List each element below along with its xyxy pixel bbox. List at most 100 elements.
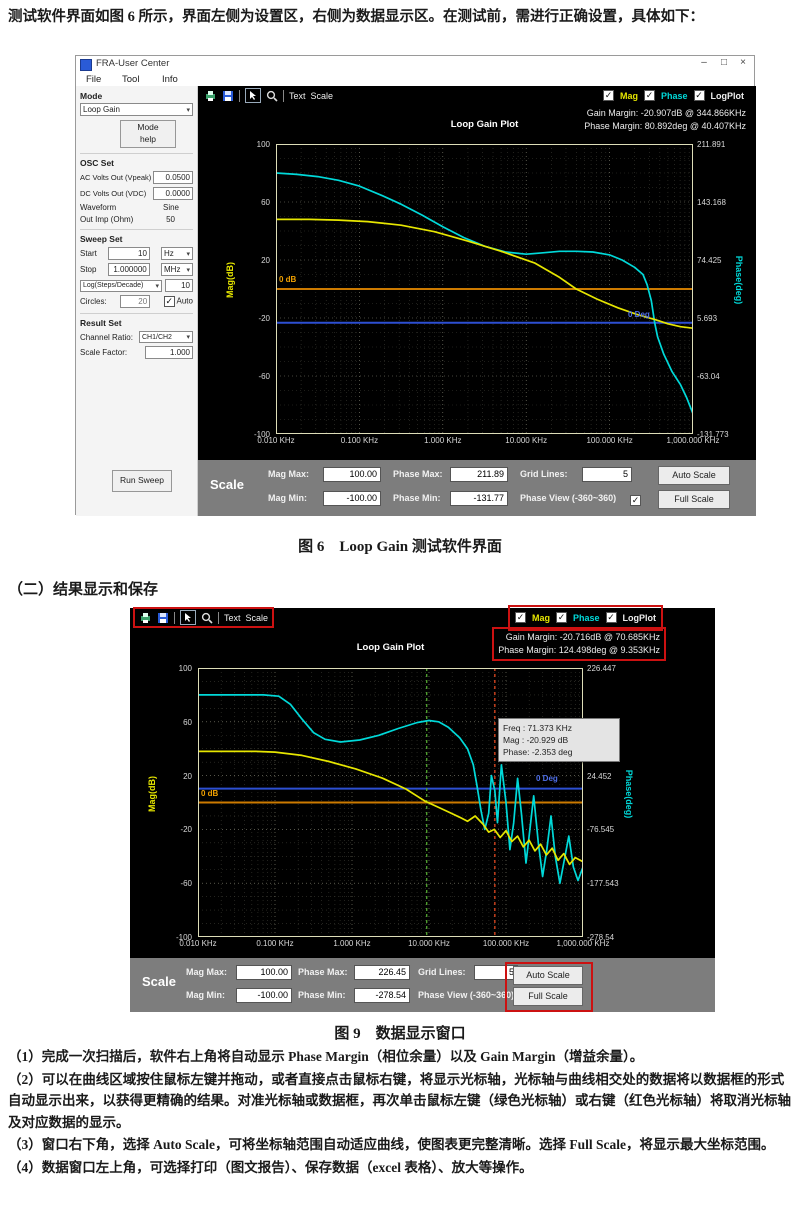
phase-min-input[interactable]: -278.54 [354,988,410,1003]
log-steps-select[interactable]: Log(Steps/Decade) ▾ [80,279,162,292]
grid-lines-label: Grid Lines: [418,967,466,977]
scale-bar: Scale Mag Max: 100.00 Phase Max: 211.89 … [198,460,756,516]
waveform-value: Sine [162,203,179,212]
mode-select[interactable]: Loop Gain ▾ [80,103,193,116]
menu-file[interactable]: File [86,74,102,85]
phase-max-label: Phase Max: [393,469,443,479]
cursor-data-tooltip: Freq : 71.373 KHz Mag : -20.929 dB Phase… [498,718,620,762]
toolbar-divider [218,611,219,624]
mag-min-label: Mag Min: [268,493,307,503]
note-4: （4）数据窗口左上角，可选择打印（图文报告）、保存数据（excel 表格）、放大… [8,1159,533,1175]
mag-max-input[interactable]: 100.00 [236,965,292,980]
window-title: FRA-User Center [96,58,170,69]
bode-plot-canvas[interactable] [276,144,693,434]
circles-label: Circles: [80,297,107,306]
grid-lines-input[interactable]: 5 [582,467,632,482]
checkbox-check-icon: ✓ [693,89,705,101]
mag-max-input[interactable]: 100.00 [323,467,381,482]
note-1: （1）完成一次扫描后，软件右上角将自动显示 Phase Margin（相位余量）… [8,1049,644,1064]
phase-axis-ticks: 211.891 143.168 74.425 5.693 -63.04 -131.773 [697,140,729,439]
scale-buttons-highlight: Auto Scale Full Scale [505,962,593,1012]
stop-unit-select[interactable]: MHz ▾ [161,263,193,276]
mag-checkbox[interactable]: ✓ [514,609,526,627]
menu-info[interactable]: Info [162,74,178,85]
logplot-checkbox[interactable]: ✓ [605,609,617,627]
run-sweep-button[interactable]: Run Sweep [112,470,172,492]
circles-input[interactable]: 20 [120,295,151,308]
text-menu[interactable]: Text [289,90,306,101]
stop-input[interactable]: 1.000000 [107,263,150,276]
scale-menu[interactable]: Scale [310,90,334,101]
logplot-checkbox[interactable]: ✓ [693,87,705,105]
chevron-down-icon: ▾ [186,106,190,114]
data-display-area: Text Scale ✓ Mag ✓ Phase ✓ LogPlot Gain … [198,86,756,516]
chevron-down-icon: ▾ [186,250,190,258]
phase-margin-text: Phase Margin: 124.498deg @ 9.353KHz [498,645,660,655]
phase-min-label: Phase Min: [298,990,346,1000]
ac-volts-input[interactable]: 0.0500 [153,171,193,184]
maximize-button[interactable]: □ [720,57,728,68]
toolbar-divider [174,611,175,624]
zoom-tool-icon[interactable] [201,612,213,624]
scale-menu[interactable]: Scale [245,612,269,623]
save-icon[interactable] [222,90,234,102]
print-icon[interactable] [139,612,152,624]
channel-ratio-select[interactable]: CH1/CH2 ▾ [139,331,193,343]
scale-bar: Scale Mag Max: 100.00 Phase Max: 226.45 … [130,958,715,1012]
result-group-title: Result Set [80,318,122,328]
close-button[interactable]: × [740,57,746,68]
mag-axis-label: Mag(dB) [147,776,157,813]
data-display-window: Text Scale ✓ Mag ✓ Phase ✓ LogPlot Gain … [130,604,715,1012]
osc-group: OSC Set AC Volts Out (Vpeak) 0.0500 DC V… [80,153,193,224]
auto-checkbox[interactable]: ✓ Auto [163,296,193,307]
phase-view-label: Phase View (-360~360) [418,990,515,1000]
app-icon [80,59,92,71]
phase-max-input[interactable]: 226.45 [354,965,410,980]
mag-min-input[interactable]: -100.00 [323,491,381,506]
phase-checkbox[interactable]: ✓ [643,87,655,105]
menu-tool[interactable]: Tool [122,74,140,85]
cursor-tool-button[interactable] [180,610,196,625]
dc-volts-input[interactable]: 0.0000 [153,187,193,200]
save-icon[interactable] [157,612,169,624]
minimize-button[interactable]: – [701,57,707,68]
plot-toolbar: Text Scale ✓ Mag ✓ Phase ✓ LogPlot [198,86,756,105]
loop-gain-plot[interactable]: 100 60 20 -20 -60 -100 211.891 143.168 74.425 5.… [225,140,744,445]
phase-max-input[interactable]: 211.89 [450,467,508,482]
phase-max-label: Phase Max: [298,967,348,977]
mode-select-value: Loop Gain [83,105,120,114]
tooltip-freq: Freq : 71.373 KHz [503,723,572,733]
steps-input[interactable]: 10 [165,279,193,292]
phase-min-input[interactable]: -131.77 [450,491,508,506]
scale-bar-title: Scale [142,974,176,989]
cursor-tool-button[interactable] [245,88,261,103]
mode-help-button[interactable]: Mode help [120,120,176,148]
full-scale-button[interactable]: Full Scale [513,987,583,1006]
full-scale-button[interactable]: Full Scale [658,490,730,509]
mag-checkbox[interactable]: ✓ [602,87,614,105]
grid-lines-label: Grid Lines: [520,469,568,479]
start-input[interactable]: 10 [107,247,150,260]
phase-checkbox[interactable]: ✓ [555,609,567,627]
start-unit-select[interactable]: Hz ▾ [161,247,193,260]
zoom-tool-icon[interactable] [266,90,278,102]
scale-factor-input[interactable]: 1.000 [145,346,193,359]
zero-db-label: 0 dB [279,275,297,284]
phase-view-checkbox[interactable]: ✓ [630,492,641,510]
zero-deg-label: 0 Deg [628,310,650,319]
mag-axis-label: Mag(dB) [225,261,235,298]
mag-axis-ticks: 100 60 20 -20 -60 -100 [253,140,270,439]
gain-margin-text: Gain Margin: -20.907dB @ 344.866KHz [586,108,746,118]
print-icon[interactable] [204,90,217,102]
auto-scale-button[interactable]: Auto Scale [658,466,730,485]
bode-plot-canvas[interactable] [198,668,583,937]
mag-min-input[interactable]: -100.00 [236,988,292,1003]
plot-toolbar: Text Scale ✓ Mag ✓ Phase ✓ LogPlot [130,604,715,631]
scale-bar-title: Scale [210,477,244,492]
outimp-label: Out Imp (Ohm) [80,215,134,224]
phase-checkbox-label: Phase [660,90,688,101]
auto-scale-button[interactable]: Auto Scale [513,966,583,985]
text-menu[interactable]: Text [224,612,241,623]
